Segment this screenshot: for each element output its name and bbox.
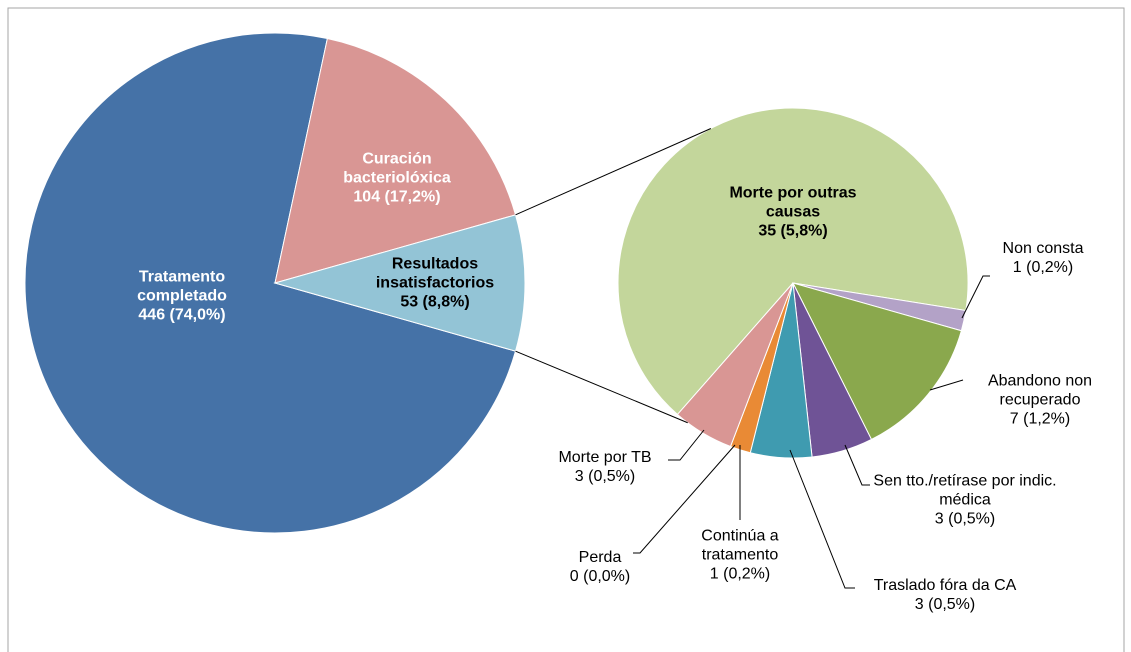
pie-slice (273, 214, 526, 352)
leader-line (668, 429, 705, 461)
value-label: 0 (0,0%) (569, 568, 631, 585)
leader-line (961, 275, 990, 319)
value-label: 104 (17,2%) (353, 188, 441, 206)
slice-label: Perda 0 (0,0%) (560, 548, 640, 586)
slice-name: Sen tto./retírase por indic. médica (873, 472, 1057, 509)
value-label: 1 (0,2%) (1012, 259, 1074, 276)
value-label: 53 (8,8%) (400, 293, 470, 311)
value-label: 3 (0,5%) (574, 468, 636, 485)
slice-name: Abandono non recuperado (987, 372, 1093, 409)
slice-label: Continúa a tratamento 1 (0,2%) (675, 527, 805, 584)
slice-label: Sen tto./retírase por indic. médica 3 (0,… (850, 472, 1080, 529)
pie-slice (676, 282, 794, 448)
pie-slice (24, 32, 517, 534)
slice-name: Perda (578, 549, 622, 566)
slice-label: Resultados insatisfactorios 53 (8,8%) (348, 255, 523, 312)
slice-name: Traslado fóra da CA (873, 577, 1017, 594)
value-label: 35 (5,8%) (758, 222, 828, 240)
connector-line (515, 128, 712, 216)
slice-name: Tratamento completado (137, 268, 227, 305)
slice-name: Non consta (1002, 240, 1084, 257)
slice-label: Morte por TB 3 (0,5%) (535, 448, 675, 486)
pie-slice (617, 107, 969, 416)
pie-slice (792, 282, 962, 441)
value-label: 446 (74,0%) (138, 306, 226, 324)
leader-line (789, 449, 855, 589)
slice-name: Curación bacteriolóxica (343, 150, 451, 187)
slice-label: Tratamento completado 446 (74,0%) (102, 268, 262, 325)
connector-line (515, 350, 688, 424)
slice-name: Resultados insatisfactorios (375, 255, 495, 292)
slice-label: Morte por outras causas 35 (5,8%) (703, 184, 883, 241)
slice-name: Continúa a tratamento (701, 527, 779, 564)
slice-name: Morte por outras causas (729, 184, 857, 221)
value-label: 7 (1,2%) (1009, 410, 1071, 428)
value-label: 3 (0,5%) (934, 510, 996, 528)
pie-slice (274, 37, 517, 284)
slice-label: Traslado fóra da CA 3 (0,5%) (855, 576, 1035, 614)
leader-line (633, 444, 736, 554)
value-label: 3 (0,5%) (914, 596, 976, 613)
slice-label: Curación bacteriolóxica 104 (17,2%) (317, 150, 477, 207)
slice-label: Non consta 1 (0,2%) (983, 239, 1103, 277)
leader-line (844, 444, 870, 486)
value-label: 1 (0,2%) (709, 565, 771, 583)
leader-line (929, 379, 964, 391)
slice-name: Morte por TB (558, 449, 652, 466)
slice-label: Abandono non recuperado 7 (1,2%) (965, 372, 1115, 429)
